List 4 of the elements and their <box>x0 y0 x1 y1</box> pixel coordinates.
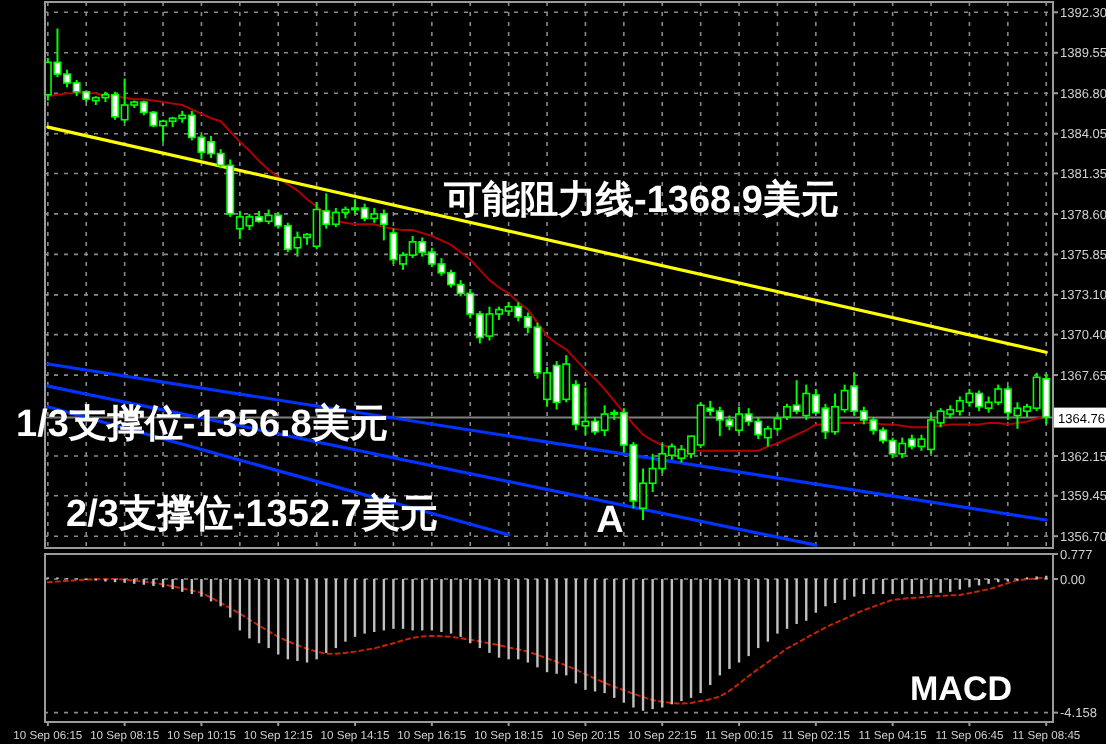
annotation: 可能阻力线-1368.9美元 <box>442 178 839 222</box>
annotation: MACD <box>910 670 1012 708</box>
annotation: A <box>596 500 625 542</box>
line-series <box>46 576 1048 705</box>
